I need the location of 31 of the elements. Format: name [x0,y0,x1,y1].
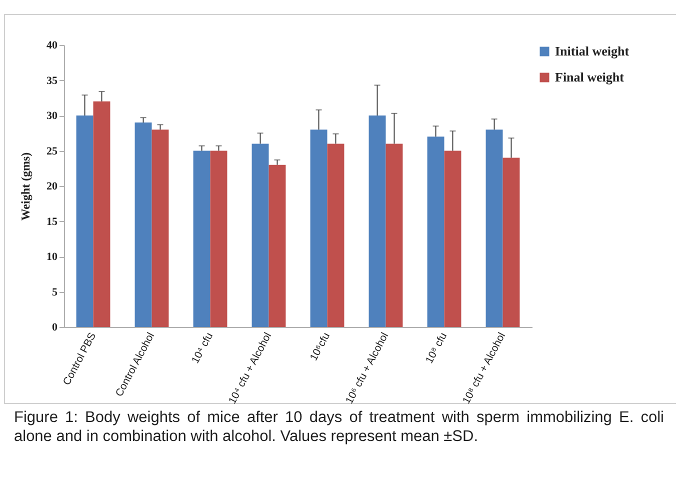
bar [427,136,444,327]
y-tick-label: 35 [46,74,58,87]
y-tick-label: 15 [46,216,58,228]
legend-label: Initial weight [555,44,630,58]
bar [486,130,503,327]
y-tick-label: 5 [52,286,58,298]
bar [210,150,228,327]
legend-label: Final weight [555,70,625,84]
x-tick-label: 10⁴ cfu [189,330,216,366]
y-tick-label: 0 [52,322,58,334]
bar [327,144,344,327]
bar [193,150,210,327]
bar [310,130,328,327]
bar [502,158,520,327]
bar [152,130,169,327]
y-axis-title: Weight (gms) [18,152,32,221]
bar [93,101,110,327]
bar [268,164,286,327]
bar [76,116,94,327]
bar [368,116,386,327]
y-tick-label: 40 [46,40,58,52]
y-tick-label: 25 [46,145,58,158]
x-tick-label: 10⁸ cfu [423,330,450,366]
caption: Figure 1: Body weights of mice after 10 days of treatment with sperm immobilizing E. coli alone and in combination with alcohol. Values represent mean ±SD. [14,408,664,446]
bar [444,150,462,327]
y-tick-label: 10 [46,251,58,263]
bar [386,144,403,327]
bar [252,144,269,327]
y-tick-label: 30 [46,110,58,122]
bar [134,122,152,327]
y-tick-label: 20 [46,180,58,192]
